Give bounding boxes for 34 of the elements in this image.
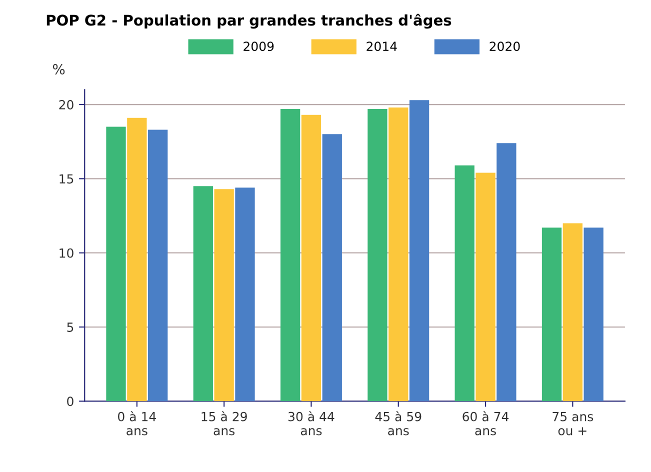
bar (584, 228, 604, 402)
bar (496, 143, 516, 402)
bar (476, 172, 496, 402)
x-tick-label: 60 à 74 ans (462, 411, 509, 436)
x-tick-label: 15 à 29 ans (202, 411, 247, 436)
bar (193, 186, 213, 402)
bar (106, 126, 126, 402)
legend-label: 2020 (490, 42, 520, 52)
y-tick-label: 10 (60, 248, 74, 258)
bar (214, 189, 234, 402)
y-axis-title: % (52, 64, 65, 75)
y-tick-label: 0 (67, 396, 74, 406)
x-tick-label: 30 à 44 ans (288, 411, 334, 436)
y-tick-label: 5 (67, 322, 74, 332)
bar (322, 134, 342, 402)
legend-label: 2014 (366, 42, 397, 52)
bar (280, 108, 300, 402)
x-tick-label: 75 ans ou + (552, 412, 594, 436)
y-tick-label: 20 (59, 100, 74, 110)
bar (368, 108, 388, 402)
bar (301, 114, 322, 402)
bar (388, 107, 408, 402)
bar (148, 130, 168, 402)
x-tick-label: 45 à 59 ans (375, 411, 422, 436)
bar (235, 188, 255, 402)
bar (454, 165, 474, 402)
bar (562, 223, 582, 402)
bar (409, 100, 430, 402)
y-tick-label: 15 (60, 174, 74, 184)
legend-label: 2009 (244, 42, 274, 52)
bar (127, 118, 147, 402)
bar (542, 228, 562, 402)
chart-title: POP G2 - Population par grandes tranches d'âges (46, 14, 452, 29)
x-tick-label: 0 à 14 ans (118, 411, 156, 436)
